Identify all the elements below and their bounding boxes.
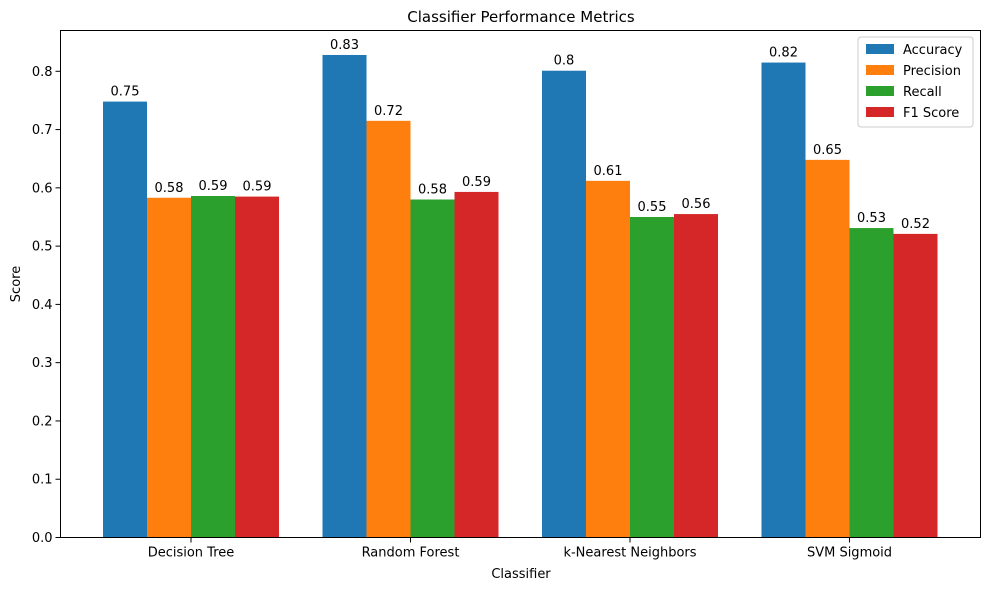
data-label: 0.56: [682, 197, 711, 212]
y-tick-label: 0.7: [32, 123, 53, 138]
y-tick-label: 0.5: [32, 240, 53, 255]
bar-accuracy-svm-sigmoid: [761, 62, 806, 538]
data-label: 0.58: [155, 181, 184, 196]
legend-box: [857, 36, 974, 128]
legend-swatch: [866, 44, 894, 54]
y-axis: 0.0 0.1 0.2 0.3 0.4 0.5 0.6 0.7 0.8: [32, 65, 61, 546]
y-tick-label: 0.6: [32, 181, 53, 196]
data-label: 0.8: [554, 54, 575, 69]
legend-swatch: [866, 86, 894, 96]
plot-frame: [60, 30, 981, 538]
x-axis: Decision Tree Random Forest k-Nearest Neig…: [148, 537, 892, 561]
data-label: 0.59: [462, 175, 491, 190]
y-tick-label: 0.4: [32, 298, 53, 313]
x-tick-label: Decision Tree: [148, 546, 235, 561]
data-label: 0.59: [199, 179, 228, 194]
legend-swatch: [866, 65, 894, 75]
data-label: 0.58: [418, 183, 447, 198]
chart-title: Classifier Performance Metrics: [407, 8, 635, 26]
bar-accuracy-decision-tree: [103, 101, 147, 538]
legend-swatch: [866, 107, 894, 117]
bar-f1-score-k-nearest-neighbors: [674, 214, 718, 538]
legend: Accuracy Precision Recall F1 Score: [857, 36, 974, 128]
data-label: 0.75: [111, 85, 140, 100]
y-tick-label: 0.2: [32, 414, 53, 429]
data-label: 0.61: [594, 164, 623, 179]
x-tick-label: SVM Sigmoid: [807, 546, 892, 561]
bar-precision-svm-sigmoid: [805, 159, 850, 538]
bar-precision-decision-tree: [147, 197, 191, 538]
data-labels-layer: 0.75 0.58 0.59 0.59 0.83 0.72 0.58 0.59 0.8 0.61 0…: [111, 38, 930, 232]
legend-label: Accuracy: [903, 43, 963, 58]
y-tick-label: 0.1: [32, 473, 53, 488]
x-tick-label: Random Forest: [362, 546, 460, 561]
bar-recall-svm-sigmoid: [849, 228, 894, 538]
data-label: 0.53: [857, 211, 886, 226]
data-label: 0.52: [901, 217, 930, 232]
bar-accuracy-random-forest: [322, 54, 367, 538]
bar-accuracy-k-nearest-neighbors: [542, 70, 586, 538]
bar-recall-decision-tree: [191, 196, 235, 538]
bar-recall-random-forest: [410, 199, 455, 538]
data-label: 0.72: [374, 104, 403, 119]
bar-precision-k-nearest-neighbors: [586, 180, 630, 538]
data-label: 0.59: [243, 180, 272, 195]
data-label: 0.82: [769, 46, 798, 61]
legend-label: F1 Score: [903, 106, 959, 121]
y-tick-label: 0.8: [32, 65, 53, 80]
x-axis-title: Classifier: [491, 567, 551, 582]
bar-precision-random-forest: [366, 120, 411, 538]
bar-recall-k-nearest-neighbors: [630, 216, 674, 538]
bars-layer: [103, 54, 938, 538]
data-label: 0.55: [638, 200, 667, 215]
bar-f1-score-svm-sigmoid: [893, 233, 938, 538]
bar-f1-score-random-forest: [454, 191, 499, 538]
bar-f1-score-decision-tree: [235, 196, 279, 538]
y-tick-label: 0.0: [32, 531, 53, 546]
legend-label: Precision: [903, 64, 961, 79]
legend-label: Recall: [903, 85, 942, 100]
y-axis-title: Score: [9, 266, 24, 302]
x-tick-label: k-Nearest Neighbors: [563, 546, 696, 561]
y-tick-label: 0.3: [32, 356, 53, 371]
data-label: 0.83: [330, 38, 359, 53]
data-label: 0.65: [813, 143, 842, 158]
